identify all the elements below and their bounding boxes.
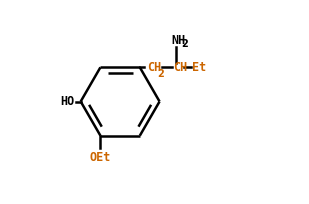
Text: NH: NH (171, 34, 185, 47)
Text: Et: Et (193, 61, 207, 73)
Text: OEt: OEt (90, 150, 111, 163)
Text: CH: CH (173, 61, 188, 73)
Text: CH: CH (147, 61, 161, 73)
Text: 2: 2 (158, 69, 164, 79)
Text: HO: HO (60, 94, 74, 108)
Text: 2: 2 (182, 39, 188, 49)
